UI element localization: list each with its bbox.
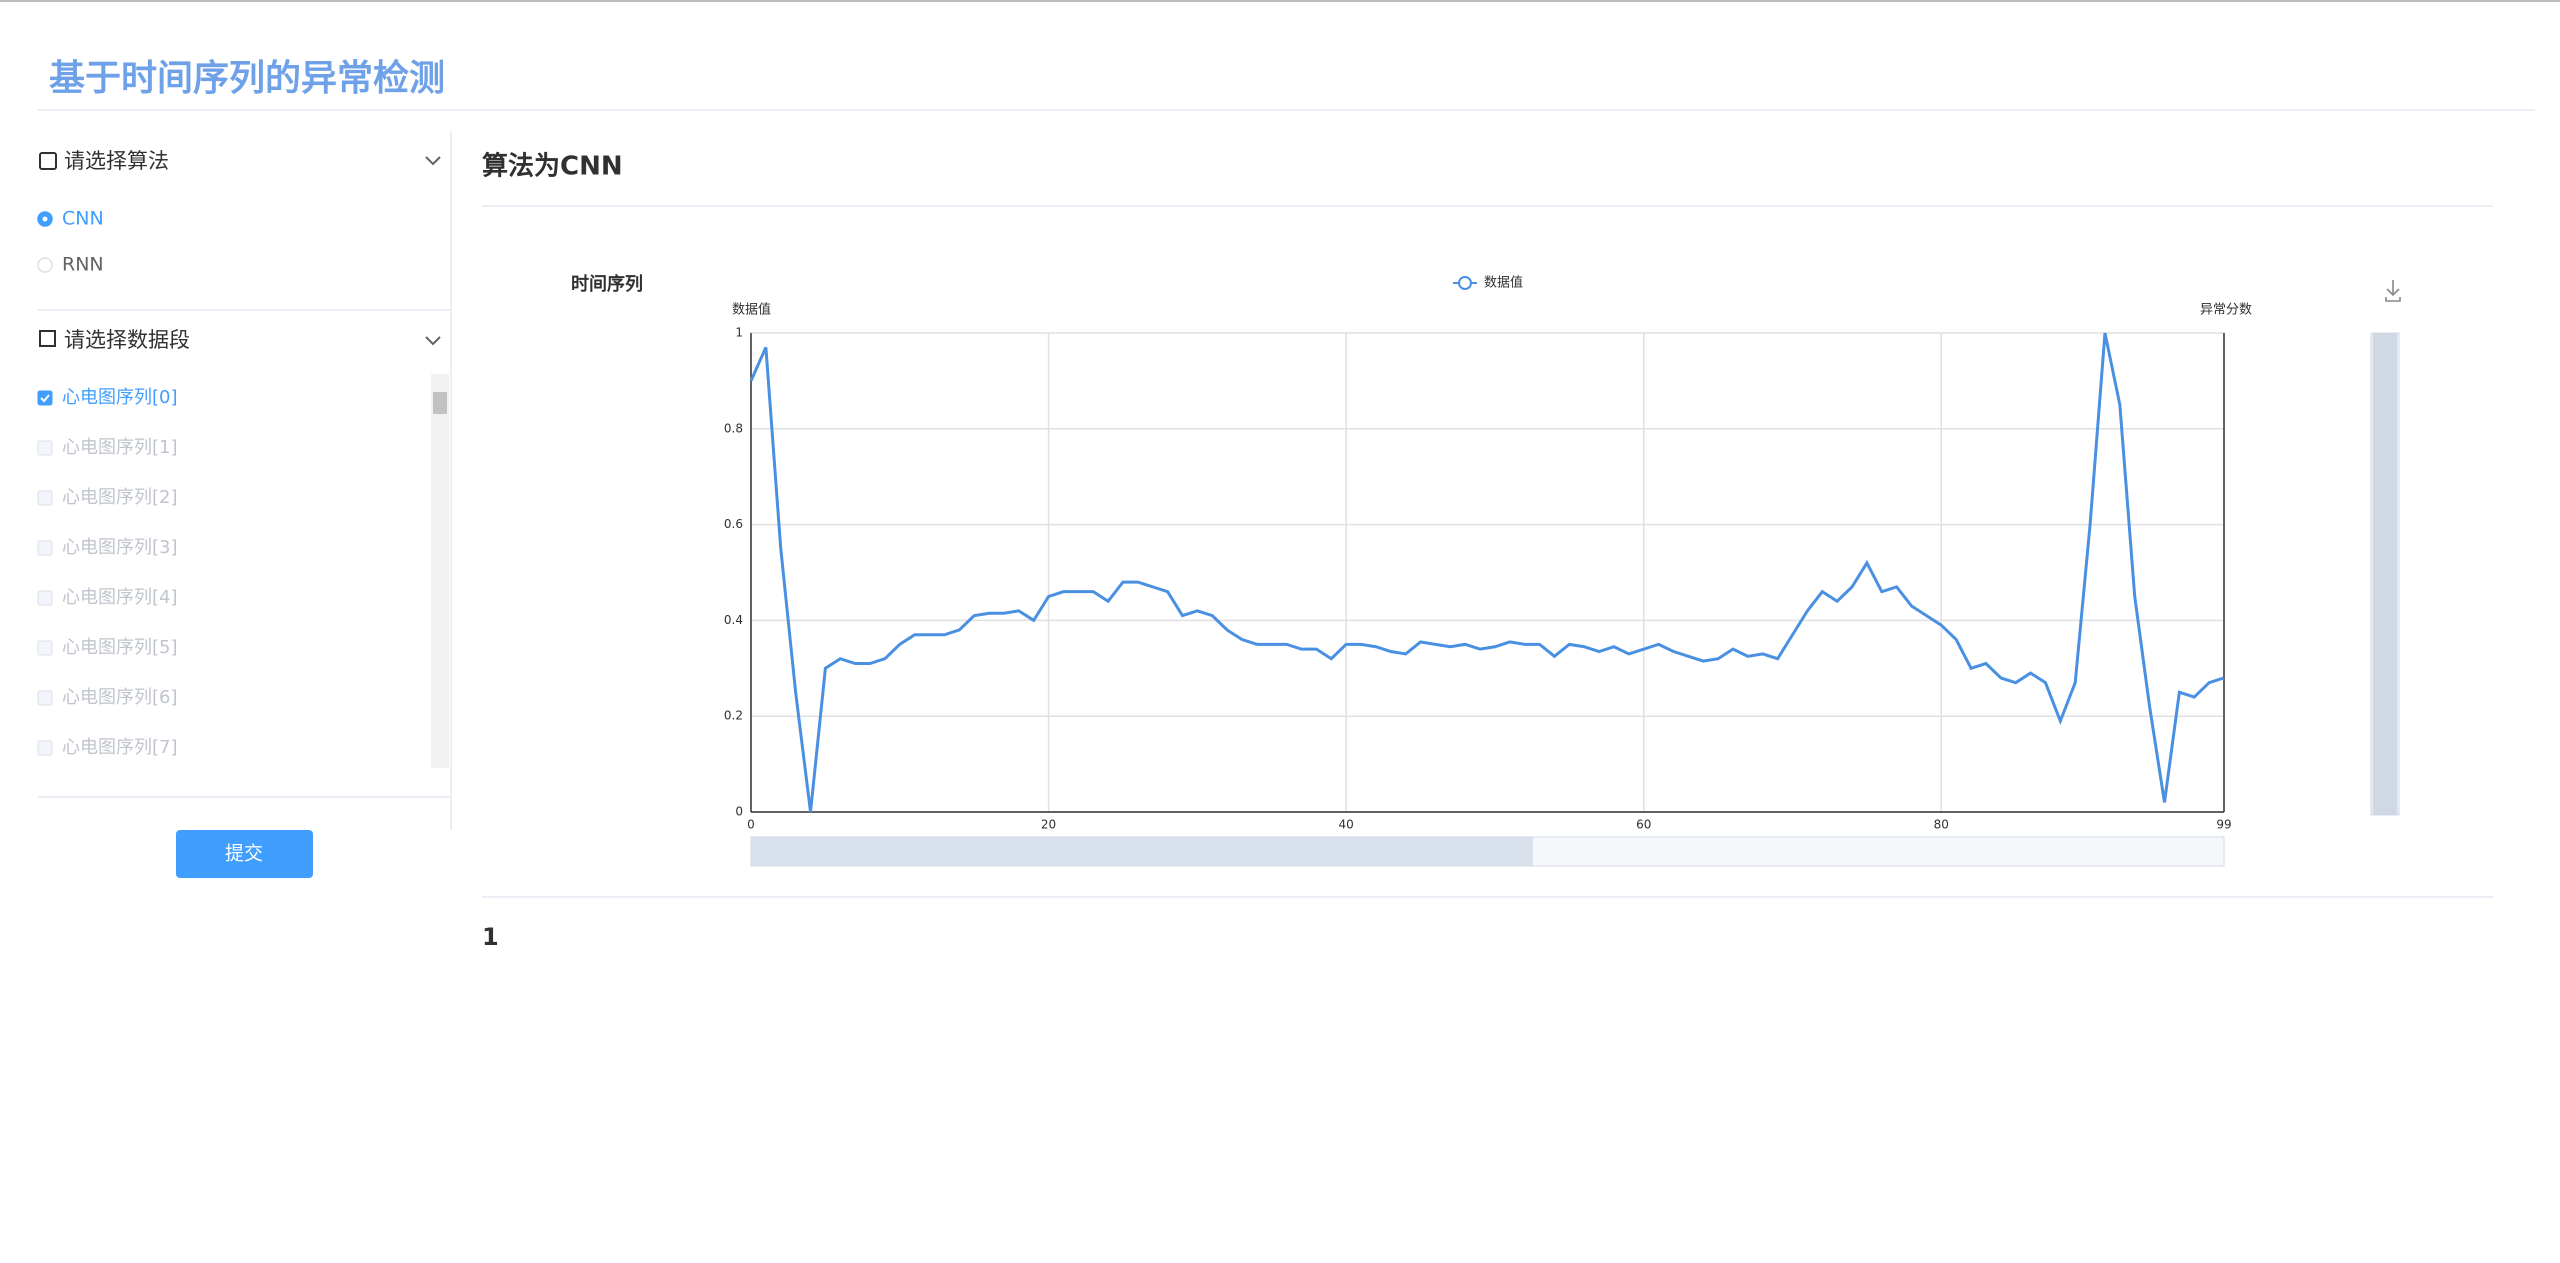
y-zoom-handle[interactable] [2373, 333, 2397, 815]
download-icon[interactable] [2385, 280, 2401, 302]
y-tick-label: 0.6 [724, 517, 743, 531]
section-title: 请选择算法 [64, 149, 169, 173]
button-bg [176, 830, 313, 878]
checkbox[interactable] [37, 740, 53, 756]
legend-label[interactable]: 数据值 [1484, 275, 1523, 291]
checkbox[interactable] [37, 440, 53, 456]
checkbox[interactable] [37, 390, 53, 406]
result: 1 [482, 923, 499, 951]
checkbox-label[interactable]: 心电图序列[7] [62, 737, 178, 758]
checkbox-label[interactable]: 心电图序列[3] [62, 537, 178, 558]
x-tick-label: 40 [1339, 818, 1354, 832]
copy-icon [39, 330, 56, 347]
y-axis-name: 数据值 [732, 302, 771, 318]
y-tick-label: 0.4 [724, 613, 743, 627]
chevron[interactable] [425, 156, 441, 166]
checkbox-label[interactable]: 心电图序列[4] [62, 587, 178, 608]
x-tick-label: 60 [1636, 818, 1651, 832]
y-tick-label: 0.8 [724, 421, 743, 435]
checkbox[interactable] [37, 640, 53, 656]
radio-label[interactable]: RNN [62, 254, 104, 276]
chevron[interactable] [425, 336, 441, 346]
x-tick-label: 0 [747, 818, 755, 832]
page-title: 基于时间序列的异常检测 [49, 58, 445, 99]
y2-axis-name: 异常分数 [2200, 303, 2252, 318]
submit-button[interactable]: 提交 [176, 830, 313, 878]
chip-icon [39, 152, 57, 170]
x-zoom-window[interactable] [751, 837, 1533, 866]
button-label[interactable]: 提交 [225, 843, 263, 865]
checkbox-label[interactable]: 心电图序列[2] [62, 487, 178, 508]
y-tick-label: 0.2 [724, 709, 743, 723]
chart-title: 时间序列 [571, 273, 643, 295]
radio[interactable] [37, 257, 53, 273]
radio-label[interactable]: CNN [62, 208, 104, 230]
checkbox[interactable] [37, 490, 53, 506]
checkbox-label[interactable]: 心电图序列[1] [62, 437, 178, 458]
scrollbar[interactable] [431, 374, 449, 768]
legend-marker [1458, 276, 1472, 290]
y-tick-label: 1 [735, 326, 743, 340]
heading: 算法为CNN [482, 151, 623, 182]
checkbox-label[interactable]: 心电图序列[5] [62, 637, 178, 658]
section-title: 请选择数据段 [64, 328, 190, 352]
checkbox[interactable] [37, 540, 53, 556]
radio-dot [42, 216, 48, 222]
x-tick-label: 99 [2216, 818, 2231, 832]
y-tick-label: 0 [735, 805, 743, 819]
download-glyph[interactable] [2385, 280, 2401, 302]
data-line [749, 332, 2225, 813]
x-tick-label: 20 [1041, 818, 1056, 832]
checkbox[interactable] [37, 690, 53, 706]
checkbox-label[interactable]: 心电图序列[0] [62, 387, 178, 408]
x-tick-label: 80 [1934, 818, 1949, 832]
checkbox-label[interactable]: 心电图序列[6] [62, 687, 178, 708]
check [40, 394, 50, 403]
segment-header[interactable]: 请选择数据段 [39, 328, 441, 352]
algorithm-header[interactable]: 请选择算法 [39, 149, 441, 173]
checkbox[interactable] [37, 590, 53, 606]
scroll-thumb[interactable] [433, 392, 447, 414]
